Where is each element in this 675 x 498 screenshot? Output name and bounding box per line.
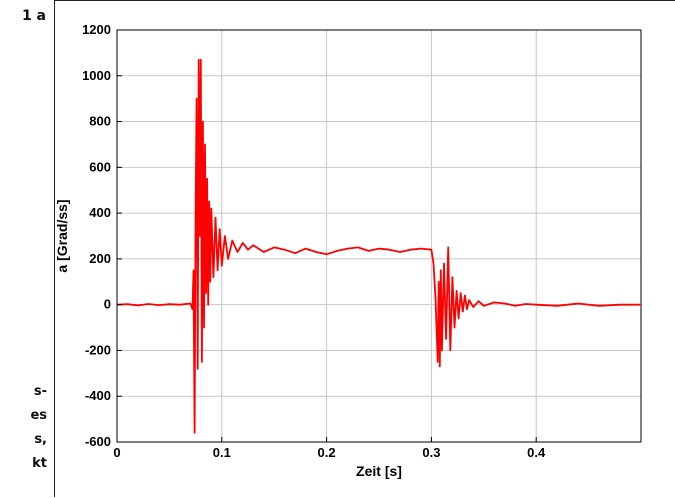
y-tick-label: -400 bbox=[85, 388, 111, 403]
figure-frame: 0 0.1 0.2 0.3 0.4 -600 -400 -200 0 200 400 600 800 1… bbox=[54, 0, 675, 497]
x-tick-label: 0.2 bbox=[318, 445, 336, 460]
y-axis-ticks: -600 -400 -200 0 200 400 600 800 1000 1200 bbox=[82, 22, 122, 449]
y-tick-label: 800 bbox=[89, 114, 111, 129]
line-chart: 0 0.1 0.2 0.3 0.4 -600 -400 -200 0 200 400 600 800 1… bbox=[55, 22, 642, 479]
y-tick-label: -600 bbox=[85, 434, 111, 449]
x-axis-ticks: 0 0.1 0.2 0.3 0.4 bbox=[113, 437, 546, 460]
side-text-fragment: s- bbox=[33, 384, 47, 399]
x-tick-label: 0.3 bbox=[422, 445, 440, 460]
x-tick-label: 0.4 bbox=[527, 445, 546, 460]
y-tick-label: 600 bbox=[89, 159, 111, 174]
y-tick-label: 400 bbox=[89, 205, 111, 220]
y-tick-label: 200 bbox=[89, 251, 111, 266]
x-tick-label: 0.1 bbox=[213, 445, 231, 460]
y-tick-label: -200 bbox=[85, 342, 111, 357]
side-text-fragment: s, bbox=[34, 432, 47, 447]
y-tick-label: 1000 bbox=[82, 68, 111, 83]
x-axis-label: Zeit [s] bbox=[356, 463, 402, 479]
figure-label: 1 a bbox=[21, 8, 46, 24]
plot-area bbox=[116, 29, 642, 443]
series-layer bbox=[116, 58, 641, 434]
y-axis-label: a [Grad/ss] bbox=[55, 199, 70, 272]
side-text-fragment: kt bbox=[32, 456, 47, 471]
y-tick-label: 0 bbox=[104, 297, 111, 312]
y-tick-label: 1200 bbox=[82, 22, 111, 37]
side-text-fragment: es bbox=[30, 408, 47, 423]
series-line bbox=[116, 58, 641, 434]
x-tick-label: 0 bbox=[113, 445, 120, 460]
